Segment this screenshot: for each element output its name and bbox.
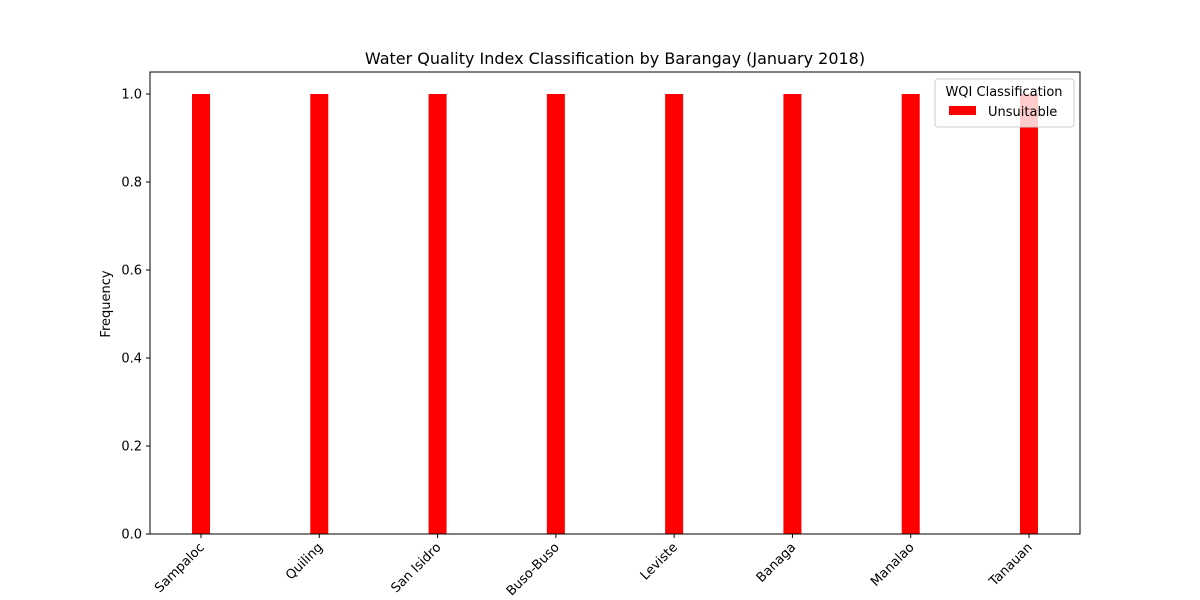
legend: WQI Classification Unsuitable bbox=[934, 78, 1075, 128]
x-tick-label: Sampaloc bbox=[152, 540, 208, 596]
bar-buso-buso bbox=[546, 94, 565, 534]
x-tick-label: Leviste bbox=[638, 540, 681, 583]
y-tick-label: 1.0 bbox=[121, 88, 142, 103]
legend-entry-unsuitable: Unsuitable bbox=[988, 105, 1057, 120]
x-tick-label: Buso-Buso bbox=[504, 540, 563, 599]
chart-title: Water Quality Index Classification by Ba… bbox=[365, 49, 865, 68]
bar-banaga bbox=[783, 94, 802, 534]
x-tick-label: San Isidro bbox=[388, 540, 444, 596]
bar-manalao bbox=[901, 94, 920, 534]
bar-san-isidro bbox=[428, 94, 447, 534]
y-tick-label: 0.0 bbox=[121, 528, 142, 543]
x-tick-label: Quiling bbox=[283, 540, 326, 583]
legend-swatch-unsuitable bbox=[949, 106, 976, 115]
bar-tanauan bbox=[1020, 94, 1038, 534]
plot-area: 0.0 0.2 0.4 0.6 0.8 1.0 Sampaloc Quiling San Isi… bbox=[121, 71, 1081, 599]
axes-frame bbox=[149, 71, 1081, 535]
y-tick-label: 0.2 bbox=[121, 440, 142, 455]
bar-leviste bbox=[665, 94, 684, 534]
y-tick-label: 0.4 bbox=[121, 352, 142, 367]
x-tick-label: Banaga bbox=[754, 540, 799, 585]
legend-title: WQI Classification bbox=[945, 85, 1062, 100]
x-tick-label: Manalao bbox=[868, 540, 917, 589]
bar-sampaloc bbox=[192, 94, 210, 534]
y-axis-label: Frequency bbox=[99, 270, 114, 337]
bar-quiling bbox=[310, 94, 329, 534]
y-tick-label: 0.6 bbox=[121, 264, 142, 279]
y-tick-label: 0.8 bbox=[121, 176, 142, 191]
x-tick-label: Tanauan bbox=[986, 540, 1036, 590]
